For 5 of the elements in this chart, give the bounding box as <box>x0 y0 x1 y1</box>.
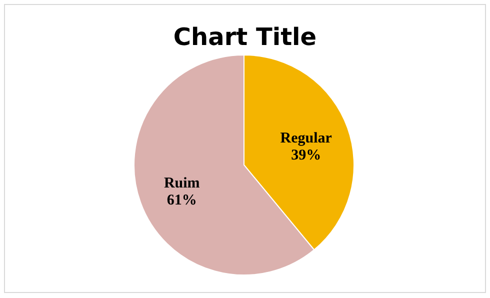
data-label: 61% <box>166 192 197 208</box>
chart-title: Chart Title <box>173 23 317 51</box>
slice-label: Ruim <box>164 175 200 192</box>
data-label: 39% <box>291 148 322 164</box>
slice-label: Regular <box>280 130 332 147</box>
